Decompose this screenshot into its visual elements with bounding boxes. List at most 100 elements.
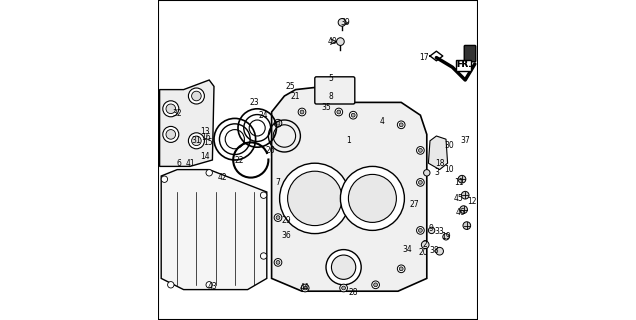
Polygon shape: [160, 80, 214, 166]
Circle shape: [166, 104, 176, 114]
Text: 4: 4: [380, 117, 384, 126]
Circle shape: [301, 284, 309, 292]
Text: 46: 46: [455, 208, 466, 217]
Circle shape: [335, 108, 343, 116]
Text: 15: 15: [203, 138, 212, 147]
Circle shape: [191, 136, 201, 146]
Text: 23: 23: [249, 98, 259, 107]
Text: 24: 24: [259, 111, 268, 120]
Circle shape: [206, 282, 212, 288]
Text: 32: 32: [172, 109, 182, 118]
Text: 33: 33: [435, 228, 445, 236]
Circle shape: [398, 265, 405, 273]
Text: 9: 9: [428, 224, 433, 233]
Circle shape: [188, 133, 204, 149]
Circle shape: [399, 123, 403, 127]
Text: 6: 6: [176, 159, 181, 168]
Circle shape: [303, 286, 307, 290]
Circle shape: [342, 286, 345, 290]
Polygon shape: [272, 86, 427, 291]
Circle shape: [260, 192, 266, 198]
Text: 36: 36: [282, 231, 291, 240]
Text: 14: 14: [200, 152, 210, 161]
Text: 1: 1: [346, 136, 351, 145]
Circle shape: [399, 267, 403, 271]
Circle shape: [418, 228, 422, 232]
Text: 2: 2: [423, 240, 427, 249]
Circle shape: [463, 222, 471, 229]
Circle shape: [372, 281, 380, 289]
Text: 39: 39: [340, 18, 350, 27]
Text: 42: 42: [217, 173, 227, 182]
Circle shape: [274, 214, 282, 221]
Circle shape: [274, 259, 282, 266]
Circle shape: [280, 163, 350, 234]
Text: FR.: FR.: [456, 60, 471, 68]
Text: 30: 30: [445, 141, 454, 150]
Circle shape: [429, 227, 435, 234]
Text: 5: 5: [328, 74, 333, 83]
Text: 12: 12: [467, 197, 476, 206]
Circle shape: [326, 250, 361, 285]
Circle shape: [188, 88, 204, 104]
Text: 17: 17: [418, 53, 429, 62]
Text: 3: 3: [434, 168, 439, 177]
FancyBboxPatch shape: [456, 60, 471, 71]
Text: 18: 18: [435, 159, 445, 168]
Text: 26: 26: [265, 146, 275, 155]
Circle shape: [340, 166, 404, 230]
Circle shape: [337, 110, 341, 114]
Circle shape: [191, 91, 201, 101]
Circle shape: [418, 148, 422, 152]
FancyBboxPatch shape: [315, 77, 355, 104]
Polygon shape: [429, 136, 448, 170]
Circle shape: [398, 121, 405, 129]
Circle shape: [374, 283, 378, 287]
Circle shape: [417, 147, 424, 154]
Text: 20: 20: [418, 248, 429, 257]
Circle shape: [461, 191, 469, 199]
Circle shape: [349, 111, 357, 119]
Circle shape: [436, 247, 443, 255]
Circle shape: [336, 38, 344, 45]
Circle shape: [424, 170, 430, 176]
Text: 11: 11: [454, 178, 464, 187]
Text: 35: 35: [321, 103, 331, 112]
Circle shape: [300, 110, 304, 114]
Text: 21: 21: [291, 92, 300, 100]
Circle shape: [274, 119, 282, 127]
Circle shape: [460, 206, 467, 213]
Polygon shape: [161, 170, 266, 290]
Text: 13: 13: [200, 127, 210, 136]
Text: 25: 25: [286, 82, 296, 91]
Circle shape: [276, 260, 280, 264]
Circle shape: [168, 282, 174, 288]
Circle shape: [349, 174, 396, 222]
Text: 37: 37: [460, 136, 470, 145]
Text: 41: 41: [185, 159, 195, 168]
Circle shape: [340, 284, 347, 292]
Circle shape: [163, 126, 179, 142]
Text: 28: 28: [349, 288, 358, 297]
Text: 10: 10: [445, 165, 454, 174]
Text: 31: 31: [191, 136, 200, 145]
Text: 38: 38: [429, 246, 439, 255]
Circle shape: [260, 253, 266, 259]
Text: 16: 16: [201, 133, 211, 142]
Circle shape: [417, 179, 424, 186]
Circle shape: [161, 176, 168, 182]
Circle shape: [206, 170, 212, 176]
Text: FR.: FR.: [456, 60, 471, 68]
Text: 45: 45: [454, 194, 464, 203]
Circle shape: [331, 255, 356, 279]
Text: 44: 44: [300, 284, 310, 292]
Circle shape: [351, 113, 355, 117]
Circle shape: [166, 130, 176, 139]
Circle shape: [163, 101, 179, 117]
Circle shape: [276, 216, 280, 220]
Circle shape: [287, 171, 342, 226]
Circle shape: [418, 180, 422, 184]
Circle shape: [338, 19, 346, 26]
Text: 40: 40: [328, 37, 337, 46]
Circle shape: [443, 234, 449, 240]
